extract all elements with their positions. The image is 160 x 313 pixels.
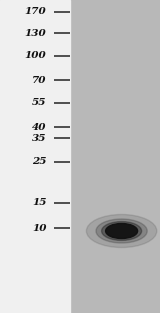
Ellipse shape — [86, 214, 157, 248]
Text: 15: 15 — [32, 198, 46, 207]
Text: 40: 40 — [32, 123, 46, 131]
Ellipse shape — [102, 222, 142, 240]
Text: 10: 10 — [32, 224, 46, 233]
Text: 70: 70 — [32, 76, 46, 85]
Bar — [0, 0, 70, 313]
Text: 170: 170 — [25, 7, 46, 16]
Text: 130: 130 — [25, 29, 46, 38]
Ellipse shape — [106, 223, 138, 239]
Ellipse shape — [96, 219, 147, 243]
Text: 35: 35 — [32, 134, 46, 143]
Text: 100: 100 — [25, 51, 46, 60]
Text: 55: 55 — [32, 98, 46, 107]
Text: 25: 25 — [32, 157, 46, 166]
